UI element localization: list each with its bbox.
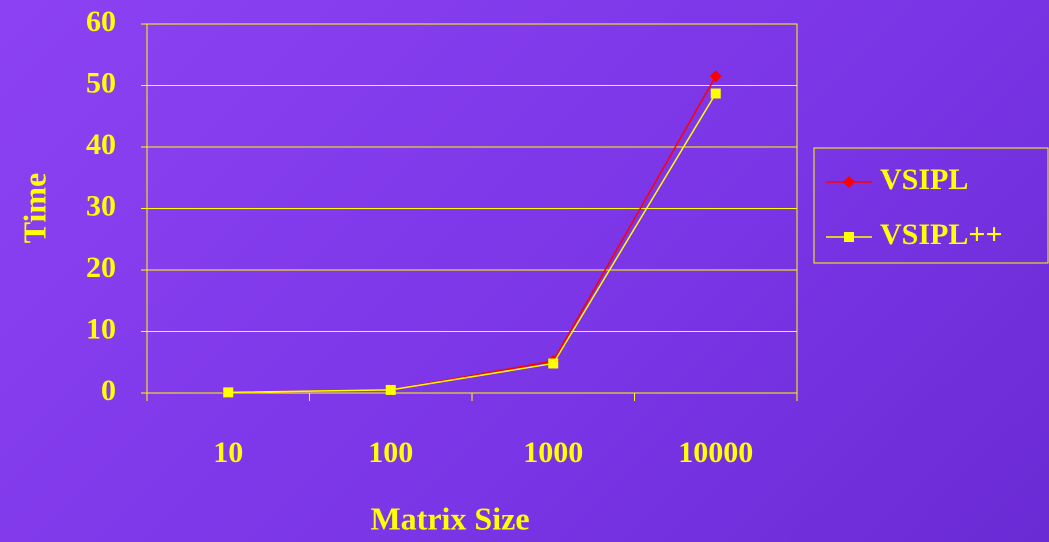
y-tick-label: 60 <box>86 5 116 38</box>
y-tick-label: 40 <box>86 128 116 161</box>
y-tick-label: 30 <box>86 189 116 222</box>
y-tick-label: 20 <box>86 251 116 284</box>
marker <box>548 358 559 369</box>
y-tick-label: 0 <box>101 374 116 407</box>
y-tick-label: 50 <box>86 66 116 99</box>
y-axis-title: Time <box>16 173 52 244</box>
marker <box>709 70 722 83</box>
marker <box>710 88 721 99</box>
series-line <box>228 75 717 394</box>
marker <box>844 232 854 242</box>
series-line <box>228 93 717 394</box>
x-axis-title: Matrix Size <box>370 500 529 536</box>
marker <box>223 387 234 398</box>
x-tick-label: 100 <box>368 436 413 469</box>
legend-label: VSIPL <box>880 163 968 196</box>
legend-label: VSIPL++ <box>880 218 1003 251</box>
x-tick-label: 10000 <box>678 436 753 469</box>
x-tick-label: 10 <box>213 436 243 469</box>
legend-box <box>813 147 1049 264</box>
marker <box>843 176 855 188</box>
x-tick-label: 1000 <box>523 436 583 469</box>
y-tick-label: 10 <box>86 312 116 345</box>
marker <box>385 384 396 395</box>
